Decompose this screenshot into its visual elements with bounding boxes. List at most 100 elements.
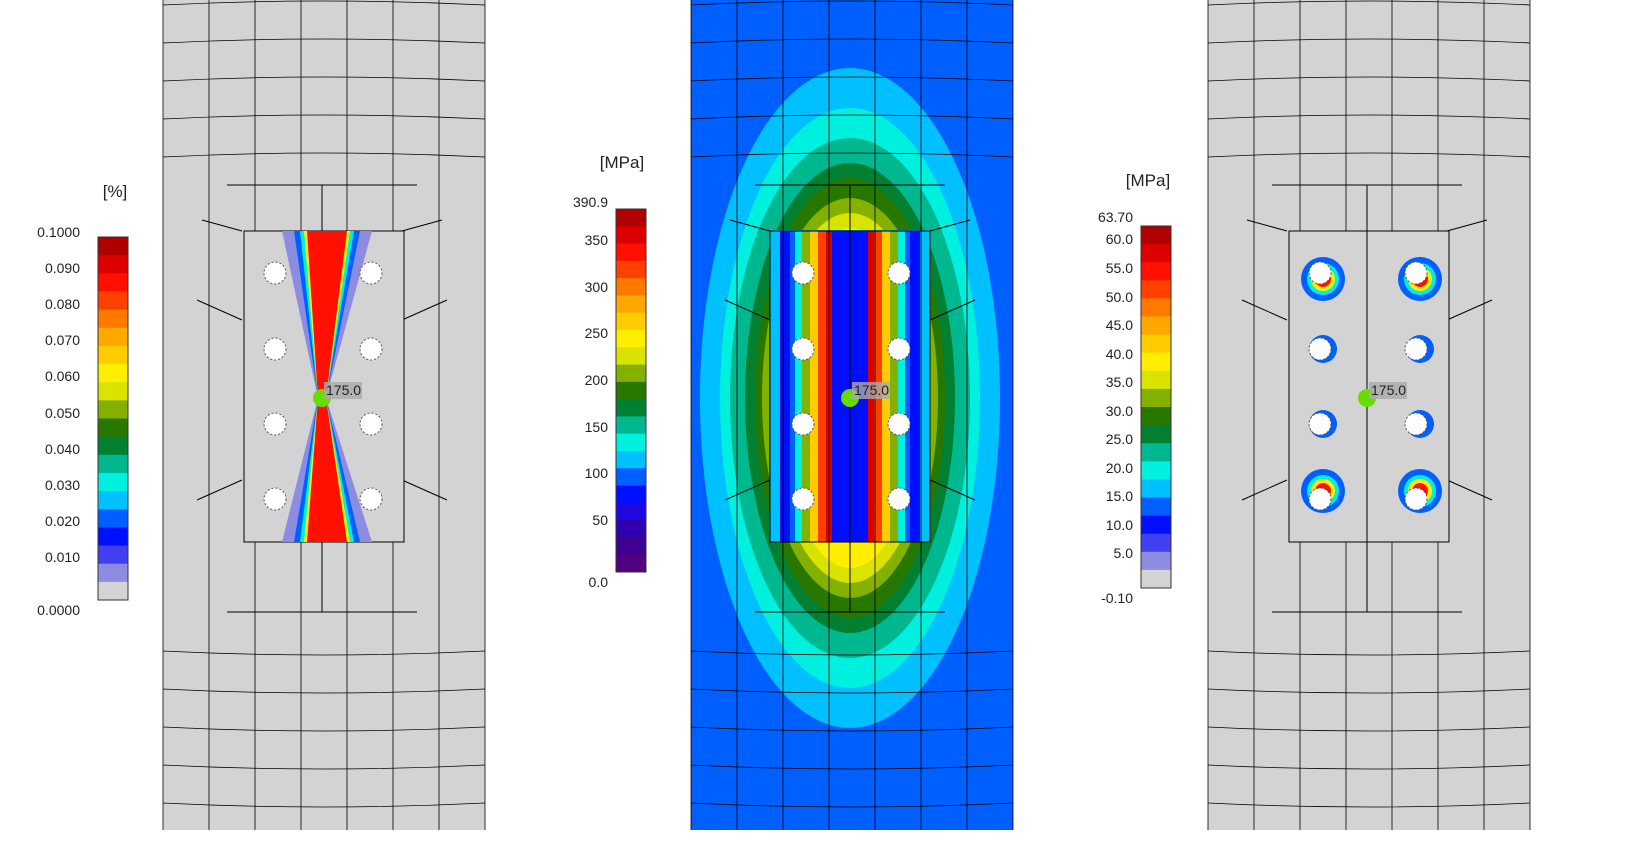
legend-band — [1141, 551, 1171, 571]
stress-band — [780, 231, 790, 542]
mesh-line — [690, 650, 1014, 656]
legend-tick-label: 50.0 — [1106, 289, 1133, 305]
mesh-line — [690, 764, 1014, 770]
legend-tick-label: 0.0000 — [37, 602, 80, 618]
legend-tick-label: 30.0 — [1106, 403, 1133, 419]
bolt-hole — [263, 412, 287, 436]
panel-stress: 175.0 — [690, 0, 1014, 830]
bolt-hole — [791, 337, 815, 361]
bolt-hole — [359, 261, 383, 285]
legend-tick-label: 63.70 — [1098, 209, 1133, 225]
bolt-hole — [887, 487, 911, 511]
mesh-line — [1241, 219, 1493, 501]
legend-band — [616, 209, 646, 227]
legend-band — [616, 416, 646, 435]
legend-tick-label: 35.0 — [1106, 374, 1133, 390]
legend-band — [98, 400, 128, 419]
legend-band — [616, 226, 646, 245]
legend-tick-label: 100 — [585, 465, 609, 481]
legend-band — [98, 563, 128, 583]
legend-band — [1141, 497, 1171, 517]
mesh-line — [690, 152, 1014, 158]
mesh-line — [724, 219, 976, 501]
legend-band — [616, 399, 646, 417]
legend-tick-label: 5.0 — [1114, 545, 1134, 561]
legend-tick-label: 300 — [585, 279, 609, 295]
stress-legend: [MPa] 390.9 350 300 250 200 150 100 50 0.0 — [573, 153, 647, 590]
marker-label: 175.0 — [854, 382, 889, 398]
legend-band — [98, 581, 128, 601]
mesh-line — [162, 726, 486, 732]
legend-tick-label: 0.060 — [45, 368, 80, 384]
bolt-hole — [791, 487, 815, 511]
mesh-line — [1207, 152, 1531, 158]
mesh-line — [1207, 0, 1531, 6]
legend-band — [98, 454, 128, 474]
legend-band — [616, 364, 646, 383]
legend-tick-label: 150 — [585, 419, 609, 435]
legend-band — [98, 418, 128, 438]
panel-strain: 175.0 — [162, 0, 486, 830]
legend-band — [616, 554, 646, 573]
legend-tick-label: 40.0 — [1106, 346, 1133, 362]
legend-tick-label: 20.0 — [1106, 460, 1133, 476]
legend-band — [98, 509, 128, 528]
legend-band — [1141, 515, 1171, 535]
legend-tick-label: 200 — [585, 372, 609, 388]
legend-tick-label: 45.0 — [1106, 317, 1133, 333]
mesh-line — [1207, 726, 1531, 732]
mesh-line — [1207, 650, 1531, 656]
legend-band — [616, 243, 646, 262]
legend-band — [616, 502, 646, 521]
bolt-hole — [1404, 487, 1428, 511]
legend-band — [98, 527, 128, 547]
bolt-hole — [359, 337, 383, 361]
marker-label: 175.0 — [326, 382, 361, 398]
mesh-line — [162, 688, 486, 694]
legend-tick-label: 25.0 — [1106, 431, 1133, 447]
legend-tick-label: 55.0 — [1106, 260, 1133, 276]
legend-band — [98, 345, 128, 365]
legend-band — [98, 291, 128, 311]
bolt-hole — [887, 337, 911, 361]
marker-label: 175.0 — [1371, 382, 1406, 398]
legend-band — [616, 278, 646, 296]
legend-band — [1141, 533, 1171, 553]
bolt-hole — [791, 412, 815, 436]
legend-band — [616, 312, 646, 331]
mesh-line — [162, 152, 486, 158]
mesh-line — [162, 764, 486, 770]
legend-tick-label: 250 — [585, 325, 609, 341]
legend-tick-label: 0.030 — [45, 477, 80, 493]
bolt-hole — [887, 261, 911, 285]
mesh-line — [162, 650, 486, 656]
marker-label-bg — [852, 382, 890, 399]
bolt-hole — [1404, 261, 1428, 285]
legend-band — [98, 255, 128, 274]
contact-stress-legend: [MPa] 63.70 60.0 55.0 50.0 45.0 40.0 35.0 30.0 25… — [1098, 171, 1172, 606]
legend-band — [98, 237, 128, 256]
legend-band — [1141, 244, 1171, 263]
mesh-line — [690, 76, 1014, 82]
mesh-line — [162, 0, 486, 6]
bolt-hole — [359, 412, 383, 436]
mesh-line — [1207, 114, 1531, 120]
legend-band — [616, 485, 646, 504]
legend-tick-label: 0.080 — [45, 296, 80, 312]
mesh-line — [690, 38, 1014, 44]
marker-label-bg — [1369, 382, 1407, 399]
bolt-hole — [1308, 337, 1332, 361]
legend-band — [1141, 388, 1171, 408]
legend-band — [1141, 226, 1171, 245]
legend-band — [1141, 352, 1171, 372]
bolt-hole — [1404, 337, 1428, 361]
legend-frame — [615, 208, 647, 573]
bolt-hole — [791, 261, 815, 285]
mesh-line — [690, 802, 1014, 808]
legend-band — [616, 347, 646, 366]
legend-tick-label: 0.040 — [45, 441, 80, 457]
legend-band — [98, 364, 128, 383]
legend-band — [1141, 370, 1171, 390]
legend-band — [616, 520, 646, 538]
mesh-line — [690, 726, 1014, 732]
